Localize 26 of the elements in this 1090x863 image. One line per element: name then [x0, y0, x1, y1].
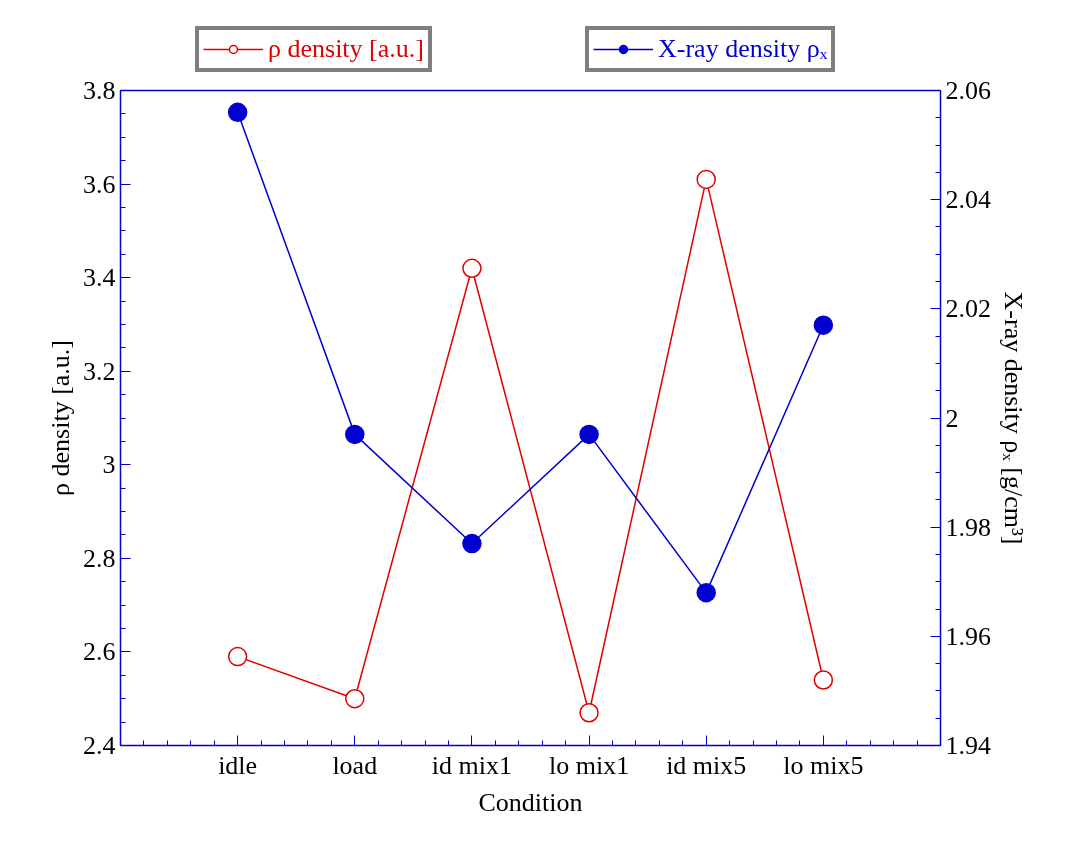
y2-tick-label: 1.98 — [945, 512, 991, 542]
legend-label: ρ density [a.u.] — [268, 34, 424, 64]
y-tick-label: 3.8 — [83, 76, 116, 105]
x-tick-label: id mix5 — [666, 750, 747, 780]
y2-tick-label: 2.02 — [945, 294, 991, 324]
y-tick-label: 2.8 — [83, 543, 116, 573]
y-tick-label: 3.4 — [83, 263, 116, 293]
y-tick-label: 2.4 — [83, 731, 116, 760]
y2-tick-label: 1.96 — [945, 621, 991, 651]
legend-label: X-ray density ρₓ — [658, 34, 828, 64]
y2-tick-label: 2.04 — [945, 185, 991, 215]
y2-tick-label: 1.94 — [945, 731, 991, 760]
y-tick-label: 2.6 — [83, 637, 116, 667]
y-axis-title: ρ density [a.u.] — [46, 340, 75, 496]
y2-axis-title: X-ray density ρₓ [g/cm³] — [999, 291, 1028, 545]
y2-tick-label: 2 — [945, 403, 959, 433]
x-tick-label: idle — [218, 750, 258, 780]
y-tick-label: 3.2 — [83, 356, 116, 386]
x-tick-label: id mix1 — [431, 750, 513, 780]
y-tick-label: 3.6 — [83, 169, 116, 199]
x-tick-label: lo mix5 — [783, 750, 864, 780]
x-tick-label: load — [332, 750, 378, 780]
y-tick-label: 3 — [102, 450, 116, 480]
y2-tick-label: 2.06 — [945, 76, 991, 105]
x-tick-label: lo mix1 — [548, 750, 630, 780]
x-axis-title: Condition — [478, 787, 583, 817]
